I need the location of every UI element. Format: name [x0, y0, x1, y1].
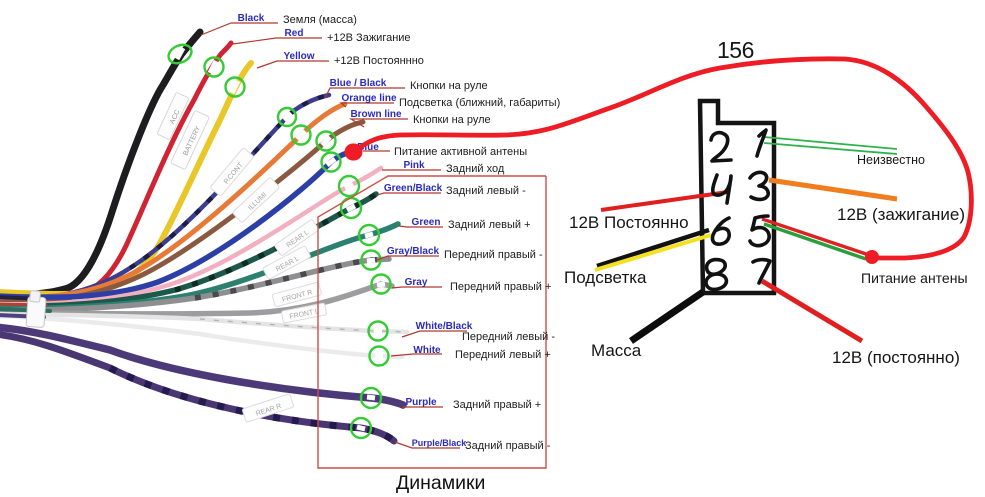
- svg-text:Yellow: Yellow: [283, 51, 314, 62]
- svg-text:Задний правый -: Задний правый -: [465, 440, 551, 452]
- svg-text:Red: Red: [285, 28, 304, 39]
- svg-text:Подсветка (ближний, габариты): Подсветка (ближний, габариты): [399, 97, 560, 109]
- svg-text:Неизвестно: Неизвестно: [857, 153, 925, 167]
- svg-text:Black: Black: [238, 13, 265, 24]
- svg-text:Кнопки на руле: Кнопки на руле: [413, 114, 491, 126]
- svg-text:12В Постоянно: 12В Постоянно: [569, 213, 689, 232]
- svg-text:Динамики: Динамики: [396, 472, 485, 494]
- svg-text:Задний левый +: Задний левый +: [448, 219, 531, 231]
- svg-text:Передний левый +: Передний левый +: [455, 349, 551, 361]
- svg-text:Purple/Black: Purple/Black: [412, 438, 468, 448]
- svg-text:Blue / Black: Blue / Black: [330, 78, 387, 89]
- svg-text:Кнопки на руле: Кнопки на руле: [410, 80, 488, 92]
- svg-text:Gray: Gray: [405, 277, 428, 288]
- svg-text:Green/Black: Green/Black: [384, 183, 443, 194]
- svg-text:Передний правый -: Передний правый -: [444, 249, 543, 261]
- svg-text:White/Black: White/Black: [416, 321, 473, 332]
- svg-text:Питание активной антены: Питание активной антены: [394, 146, 527, 158]
- svg-text:+12В Зажигание: +12В Зажигание: [327, 32, 411, 44]
- svg-text:Gray/Black: Gray/Black: [387, 246, 440, 257]
- svg-text:Масса: Масса: [591, 341, 642, 360]
- svg-text:Задний левый -: Задний левый -: [446, 185, 526, 197]
- svg-text:Purple: Purple: [405, 397, 437, 408]
- svg-text:Задний ход: Задний ход: [446, 163, 505, 175]
- svg-text:Передний правый +: Передний правый +: [450, 281, 551, 293]
- svg-text:Blue: Blue: [357, 142, 379, 153]
- svg-text:Питание антены: Питание антены: [861, 270, 968, 286]
- svg-text:Задний правый +: Задний правый +: [453, 399, 541, 411]
- svg-text:+12В Постояннно: +12В Постояннно: [334, 55, 424, 67]
- svg-text:Передний левый -: Передний левый -: [462, 331, 555, 343]
- svg-text:12В (зажигание): 12В (зажигание): [837, 205, 965, 224]
- svg-text:Pink: Pink: [403, 160, 425, 171]
- svg-text:Земля (масса): Земля (масса): [283, 14, 357, 26]
- svg-text:White: White: [413, 345, 441, 356]
- svg-text:12В (постоянно): 12В (постоянно): [832, 348, 960, 367]
- svg-text:156: 156: [717, 37, 754, 63]
- svg-text:Подсветка: Подсветка: [564, 268, 647, 287]
- svg-text:Brown line: Brown line: [350, 109, 402, 120]
- svg-text:Orange line: Orange line: [341, 93, 396, 104]
- svg-text:Green: Green: [412, 217, 441, 228]
